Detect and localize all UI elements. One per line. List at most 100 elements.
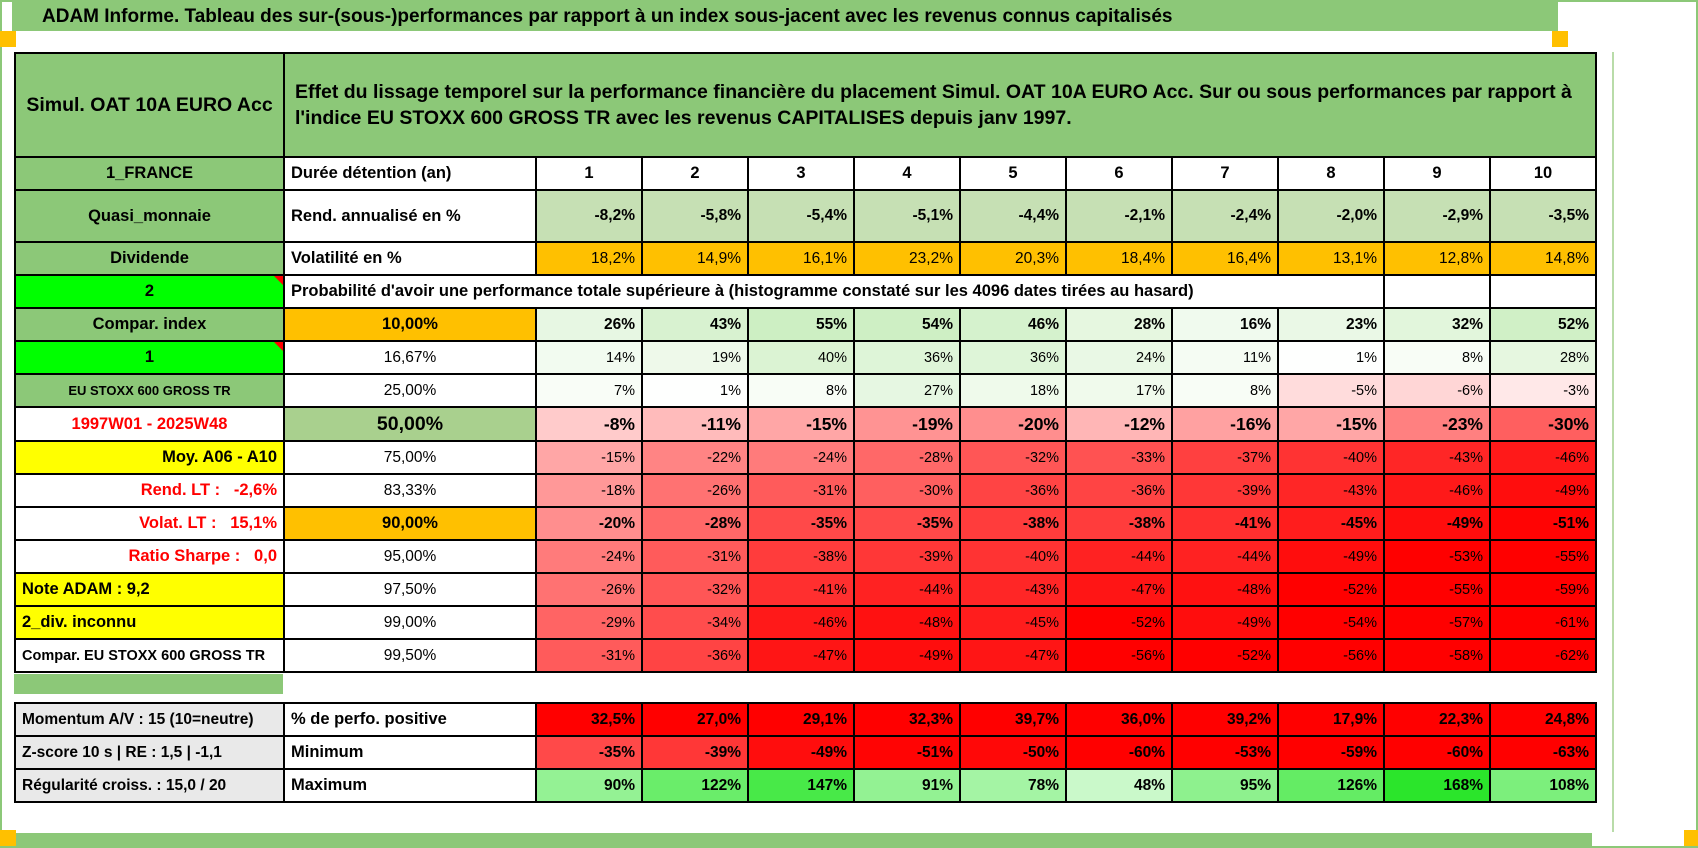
annualized-return-value-5[interactable]: -4,4% <box>959 189 1067 243</box>
minimum-value-1[interactable]: -35% <box>535 735 643 770</box>
p75-value-7[interactable]: -37% <box>1171 440 1279 475</box>
volatility-value-8[interactable]: 13,1% <box>1277 241 1385 276</box>
p8333-value-7[interactable]: -39% <box>1171 473 1279 508</box>
holding-period-value-5[interactable]: 5 <box>959 156 1067 191</box>
p50-sublabel[interactable]: 50,00% <box>283 406 537 442</box>
p975-value-4[interactable]: -44% <box>853 572 961 607</box>
volatility-value-5[interactable]: 20,3% <box>959 241 1067 276</box>
maximum-value-8[interactable]: 126% <box>1277 768 1385 803</box>
maximum-value-7[interactable]: 95% <box>1171 768 1279 803</box>
p975-value-2[interactable]: -32% <box>641 572 749 607</box>
p995-value-3[interactable]: -47% <box>747 638 855 673</box>
p995-value-6[interactable]: -56% <box>1065 638 1173 673</box>
volatility-value-1[interactable]: 18,2% <box>535 241 643 276</box>
pct-positive-value-10[interactable]: 24,8% <box>1489 702 1597 737</box>
p99-value-2[interactable]: -34% <box>641 605 749 640</box>
p8333-value-10[interactable]: -49% <box>1489 473 1597 508</box>
holding-period-value-4[interactable]: 4 <box>853 156 961 191</box>
p25-value-2[interactable]: 1% <box>641 373 749 408</box>
p90-value-8[interactable]: -45% <box>1277 506 1385 541</box>
p50-value-2[interactable]: -11% <box>641 406 749 442</box>
pct-positive-value-5[interactable]: 39,7% <box>959 702 1067 737</box>
holding-period-value-1[interactable]: 1 <box>535 156 643 191</box>
pct-positive-value-1[interactable]: 32,5% <box>535 702 643 737</box>
p50-value-7[interactable]: -16% <box>1171 406 1279 442</box>
holding-period-label[interactable]: 1_FRANCE <box>14 156 285 191</box>
pct-positive-label[interactable]: Momentum A/V : 15 (10=neutre) <box>14 702 285 737</box>
p10-value-3[interactable]: 55% <box>747 307 855 342</box>
p90-value-7[interactable]: -41% <box>1171 506 1279 541</box>
pct-positive-value-8[interactable]: 17,9% <box>1277 702 1385 737</box>
report-title[interactable]: ADAM Informe. Tableau des sur-(sous-)per… <box>12 2 1558 31</box>
p995-label[interactable]: Compar. EU STOXX 600 GROSS TR <box>14 638 285 673</box>
p8333-value-5[interactable]: -36% <box>959 473 1067 508</box>
p1667-value-9[interactable]: 8% <box>1383 340 1491 375</box>
holding-period-value-7[interactable]: 7 <box>1171 156 1279 191</box>
annualized-return-value-3[interactable]: -5,4% <box>747 189 855 243</box>
p50-value-8[interactable]: -15% <box>1277 406 1385 442</box>
p99-value-5[interactable]: -45% <box>959 605 1067 640</box>
maximum-value-4[interactable]: 91% <box>853 768 961 803</box>
p99-value-8[interactable]: -54% <box>1277 605 1385 640</box>
p99-value-1[interactable]: -29% <box>535 605 643 640</box>
p90-value-1[interactable]: -20% <box>535 506 643 541</box>
maximum-value-2[interactable]: 122% <box>641 768 749 803</box>
p75-value-5[interactable]: -32% <box>959 440 1067 475</box>
p95-value-3[interactable]: -38% <box>747 539 855 574</box>
minimum-value-3[interactable]: -49% <box>747 735 855 770</box>
p1667-value-2[interactable]: 19% <box>641 340 749 375</box>
volatility-value-4[interactable]: 23,2% <box>853 241 961 276</box>
p90-label[interactable]: Volat. LT : 15,1% <box>14 506 285 541</box>
p99-label[interactable]: 2_div. inconnu <box>14 605 285 640</box>
p995-sublabel[interactable]: 99,50% <box>283 638 537 673</box>
volatility-sublabel[interactable]: Volatilité en % <box>283 241 537 276</box>
probability-note-label[interactable]: 2 <box>14 274 285 309</box>
p99-value-6[interactable]: -52% <box>1065 605 1173 640</box>
volatility-label[interactable]: Dividende <box>14 241 285 276</box>
p1667-value-5[interactable]: 36% <box>959 340 1067 375</box>
annualized-return-value-10[interactable]: -3,5% <box>1489 189 1597 243</box>
minimum-sublabel[interactable]: Minimum <box>283 735 537 770</box>
p95-value-8[interactable]: -49% <box>1277 539 1385 574</box>
volatility-value-10[interactable]: 14,8% <box>1489 241 1597 276</box>
p25-value-1[interactable]: 7% <box>535 373 643 408</box>
p975-label[interactable]: Note ADAM : 9,2 <box>14 572 285 607</box>
p75-label[interactable]: Moy. A06 - A10 <box>14 440 285 475</box>
p75-value-2[interactable]: -22% <box>641 440 749 475</box>
p90-value-9[interactable]: -49% <box>1383 506 1491 541</box>
pct-positive-value-3[interactable]: 29,1% <box>747 702 855 737</box>
annualized-return-label[interactable]: Quasi_monnaie <box>14 189 285 243</box>
p995-value-4[interactable]: -49% <box>853 638 961 673</box>
volatility-value-6[interactable]: 18,4% <box>1065 241 1173 276</box>
p995-value-5[interactable]: -47% <box>959 638 1067 673</box>
minimum-value-8[interactable]: -59% <box>1277 735 1385 770</box>
p975-value-9[interactable]: -55% <box>1383 572 1491 607</box>
p25-value-9[interactable]: -6% <box>1383 373 1491 408</box>
p975-value-1[interactable]: -26% <box>535 572 643 607</box>
pct-positive-value-4[interactable]: 32,3% <box>853 702 961 737</box>
p25-value-6[interactable]: 17% <box>1065 373 1173 408</box>
p975-value-5[interactable]: -43% <box>959 572 1067 607</box>
probability-note-empty-10[interactable] <box>1489 274 1597 309</box>
maximum-value-6[interactable]: 48% <box>1065 768 1173 803</box>
holding-period-value-9[interactable]: 9 <box>1383 156 1491 191</box>
p995-value-9[interactable]: -58% <box>1383 638 1491 673</box>
p99-value-4[interactable]: -48% <box>853 605 961 640</box>
p8333-value-8[interactable]: -43% <box>1277 473 1385 508</box>
maximum-value-1[interactable]: 90% <box>535 768 643 803</box>
p99-value-10[interactable]: -61% <box>1489 605 1597 640</box>
volatility-value-7[interactable]: 16,4% <box>1171 241 1279 276</box>
pct-positive-value-2[interactable]: 27,0% <box>641 702 749 737</box>
p50-label[interactable]: 1997W01 - 2025W48 <box>14 406 285 442</box>
p8333-value-6[interactable]: -36% <box>1065 473 1173 508</box>
minimum-value-4[interactable]: -51% <box>853 735 961 770</box>
p25-value-7[interactable]: 8% <box>1171 373 1279 408</box>
p1667-value-1[interactable]: 14% <box>535 340 643 375</box>
minimum-label[interactable]: Z-score 10 s | RE : 1,5 | -1,1 <box>14 735 285 770</box>
p95-value-6[interactable]: -44% <box>1065 539 1173 574</box>
volatility-value-3[interactable]: 16,1% <box>747 241 855 276</box>
holding-period-sublabel[interactable]: Durée détention (an) <box>283 156 537 191</box>
p25-sublabel[interactable]: 25,00% <box>283 373 537 408</box>
p75-sublabel[interactable]: 75,00% <box>283 440 537 475</box>
p995-value-10[interactable]: -62% <box>1489 638 1597 673</box>
